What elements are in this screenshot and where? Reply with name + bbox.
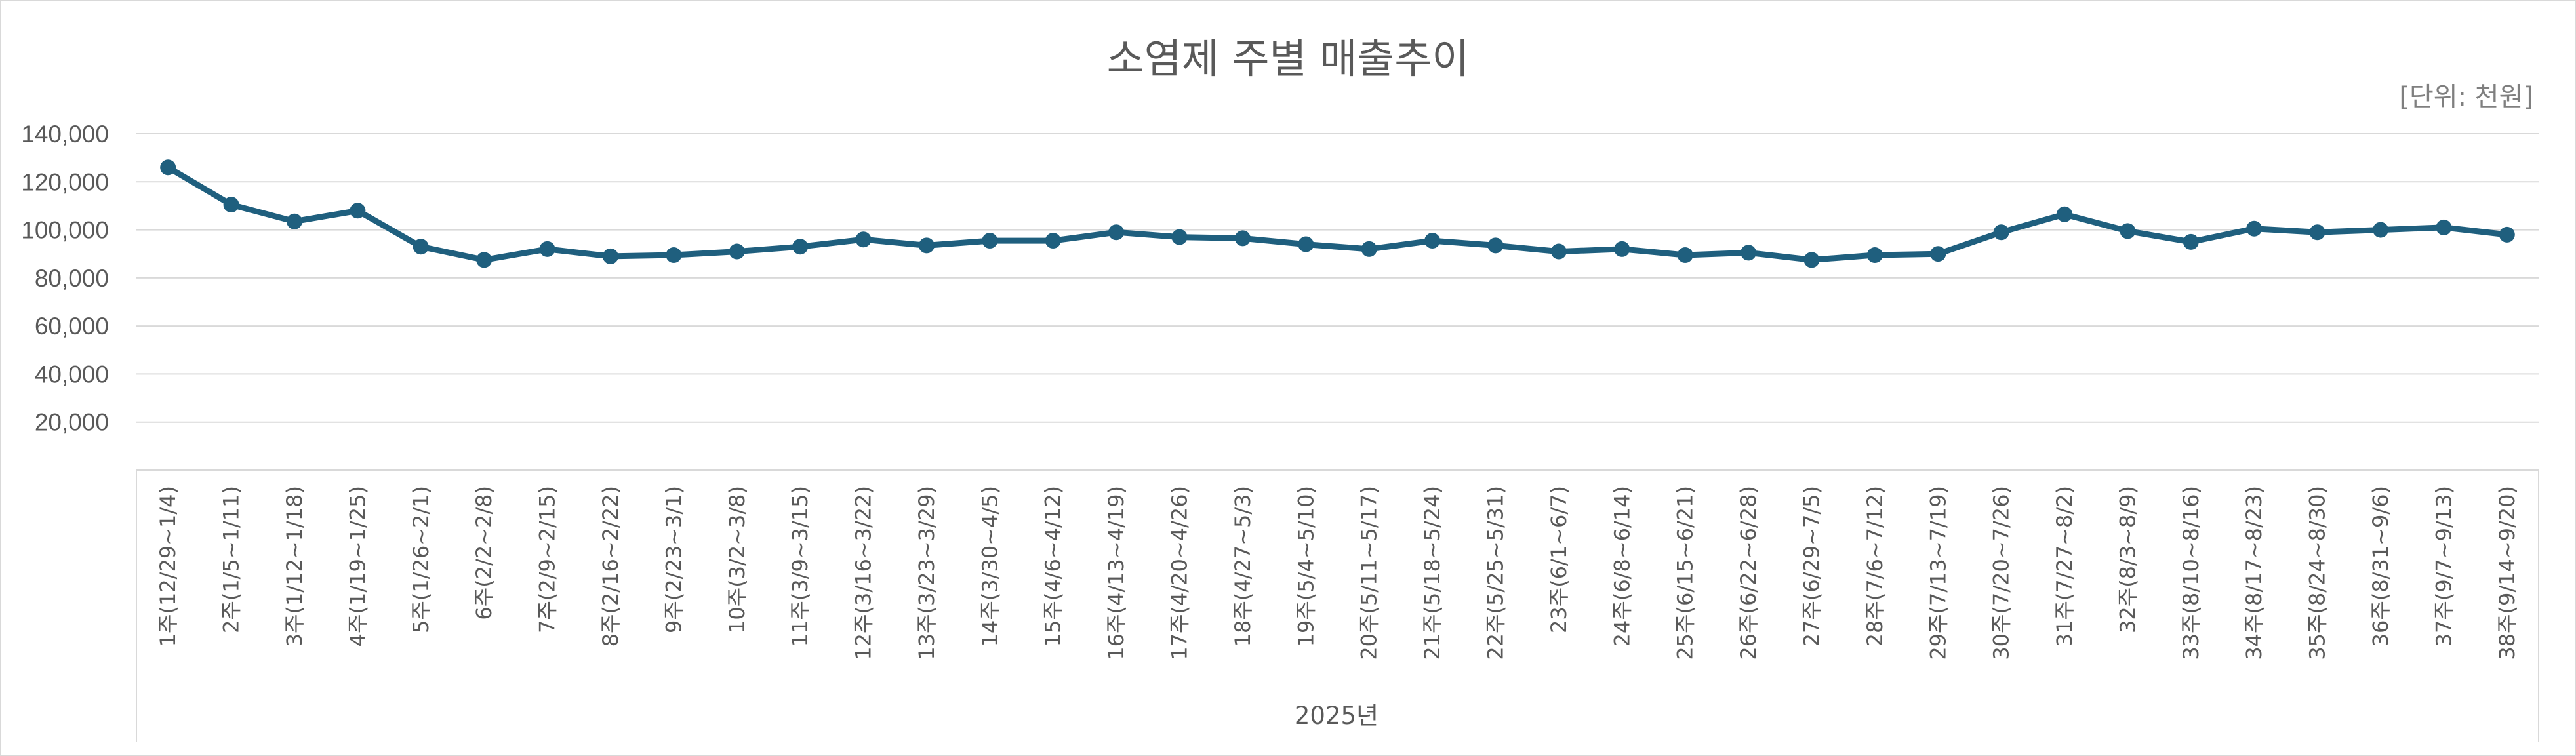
x-tick-label: 34주(8/17~8/23) [2242,486,2266,660]
data-point [729,243,745,260]
x-tick-label: 3주(1/12~1/18) [282,486,307,647]
data-point [982,233,998,249]
x-tick-label: 35주(8/24~8/30) [2305,486,2330,660]
x-tick-label: 22주(5/25~5/31) [1483,486,1508,660]
data-point [286,213,302,229]
data-point [2246,220,2263,237]
y-tick-label: 20,000 [35,409,109,436]
data-point [223,197,239,213]
data-point [1741,245,1757,261]
data-point [2309,224,2325,241]
x-tick-label: 2주(1/5~1/11) [219,486,244,633]
data-point [1171,229,1188,245]
y-tick-label: 140,000 [21,121,109,148]
x-tick-label: 10주(3/2~3/8) [725,486,750,633]
x-tick-label: 29주(7/13~7/19) [1925,486,1950,660]
data-point [1550,243,1567,260]
data-point [350,203,366,219]
data-point [1677,247,1693,264]
data-point [1866,247,1883,264]
data-point [1803,252,1820,268]
data-point [2183,233,2199,250]
x-tick-label: 18주(4/27~5/3) [1230,486,1255,647]
x-tick-label: 5주(1/26~2/1) [409,486,433,633]
data-point [1234,230,1251,247]
x-tick-label: 7주(2/9~2/15) [535,486,560,633]
data-point [1993,224,2009,241]
x-tick-label: 33주(8/10~8/16) [2179,486,2204,660]
data-point [602,248,618,264]
x-tick-label: 6주(2/2~2/8) [472,486,496,620]
y-tick-label: 40,000 [35,361,109,388]
x-tick-label: 11주(3/9~3/15) [788,486,813,647]
data-point [1930,246,1946,262]
x-tick-label: 13주(3/23~3/29) [914,486,939,660]
x-tick-label: 9주(2/23~3/1) [661,486,686,633]
x-tick-label: 28주(7/6~7/12) [1862,486,1887,647]
data-point [666,247,682,264]
data-point [2057,206,2073,222]
x-group-label: 2025년 [1295,702,1379,730]
x-tick-label: 4주(1/19~1/25) [345,486,370,647]
x-tick-label: 38주(9/14~9/20) [2495,486,2520,660]
x-tick-label: 20주(5/11~5/17) [1357,486,1382,660]
x-axis [136,469,2539,742]
data-point [918,237,935,254]
x-tick-label: 27주(6/29~7/5) [1799,486,1824,647]
x-tick-label: 31주(7/27~8/2) [2052,486,2077,647]
x-tick-label: 15주(4/6~4/12) [1041,486,1066,647]
y-axis-ticks: 140,000 120,000 100,000 80,000 60,000 40,000 2… [21,121,109,436]
x-tick-label: 8주(2/16~2/22) [598,486,623,647]
data-point [160,159,176,176]
x-tick-label: 36주(8/31~9/6) [2368,486,2393,647]
data-point [2373,222,2389,238]
x-tick-label: 14주(3/30~4/5) [977,486,1002,647]
data-point [2436,219,2452,235]
data-point [1361,241,1377,257]
x-tick-label: 21주(5/18~5/24) [1420,486,1445,660]
x-axis-ticks: 1주(12/29~1/4) 2주(1/5~1/11) 3주(1/12~1/18) 4주… [155,486,2520,660]
data-point [2499,226,2515,243]
x-tick-label: 24주(6/8~6/14) [1609,486,1634,647]
x-tick-label: 26주(6/22~6/28) [1736,486,1761,660]
x-tick-label: 12주(3/16~3/22) [851,486,876,660]
y-tick-label: 120,000 [21,169,109,195]
x-tick-label: 23주(6/1~6/7) [1546,486,1571,633]
series [160,159,2515,268]
data-point [413,239,429,255]
data-point [476,252,493,268]
chart-title: 소염제 주별 매출추이 [1107,35,1470,83]
data-point [2120,223,2136,239]
x-tick-label: 19주(5/4~5/10) [1293,486,1318,647]
data-point [1614,241,1630,257]
data-point [1424,233,1441,249]
data-point [1487,237,1504,254]
x-tick-label: 17주(4/20~4/26) [1167,486,1192,660]
x-tick-label: 25주(6/15~6/21) [1673,486,1698,660]
data-point [855,231,872,248]
data-point [792,239,809,255]
x-tick-label: 16주(4/13~4/19) [1104,486,1129,660]
unit-label: [단위: 천원] [2399,82,2533,112]
y-tick-label: 100,000 [21,217,109,244]
y-tick-label: 60,000 [35,313,109,340]
data-point [1108,224,1125,241]
series-line [165,164,2510,263]
x-tick-label: 32주(8/3~8/9) [2115,486,2140,633]
x-tick-label: 37주(9/7~9/13) [2431,486,2456,647]
gridlines [136,133,2539,423]
x-tick-label: 30주(7/20~7/26) [1989,486,2014,660]
x-tick-label: 1주(12/29~1/4) [155,486,180,647]
data-point [1298,236,1314,252]
data-point [539,241,555,257]
y-tick-label: 80,000 [35,265,109,292]
data-point [1045,233,1061,249]
